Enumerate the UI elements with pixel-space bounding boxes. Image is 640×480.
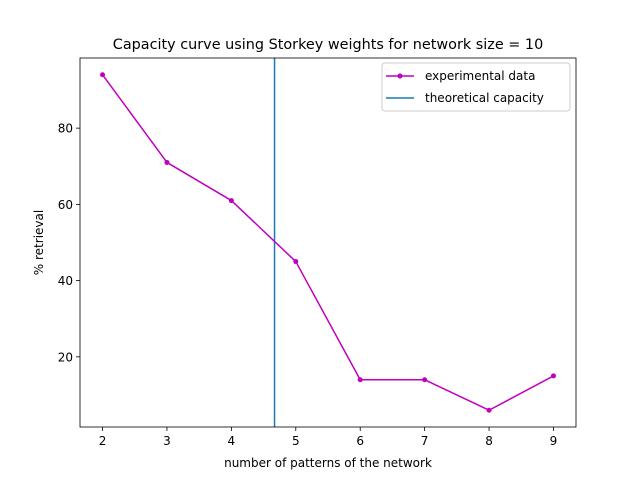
x-tick-label: 5 <box>292 434 300 448</box>
x-tick-label: 2 <box>99 434 107 448</box>
experimental-data-point <box>229 198 234 203</box>
experimental-data-point <box>293 259 298 264</box>
legend-theoretical-label: theoretical capacity <box>425 91 544 105</box>
x-tick-label: 8 <box>485 434 493 448</box>
x-tick-label: 6 <box>356 434 364 448</box>
legend: experimental data theoretical capacity <box>382 63 570 111</box>
legend-experimental-label: experimental data <box>425 69 535 83</box>
x-tick-label: 9 <box>550 434 558 448</box>
experimental-data-point <box>358 377 363 382</box>
x-tick-label: 7 <box>421 434 429 448</box>
experimental-data-point <box>164 160 169 165</box>
y-axis-label: % retrieval <box>32 210 46 275</box>
y-tick-label: 40 <box>58 274 73 288</box>
x-axis-label: number of patterns of the network <box>224 456 432 470</box>
experimental-data-point <box>422 377 427 382</box>
legend-experimental-marker <box>398 74 403 79</box>
y-tick-label: 60 <box>58 198 73 212</box>
experimental-data-point <box>100 72 105 77</box>
experimental-data-point <box>487 408 492 413</box>
chart-title: Capacity curve using Storkey weights for… <box>113 37 543 53</box>
y-tick-label: 80 <box>58 122 73 136</box>
x-tick-label: 3 <box>163 434 171 448</box>
x-tick-label: 4 <box>228 434 236 448</box>
y-tick-label: 20 <box>58 350 73 364</box>
experimental-data-point <box>551 373 556 378</box>
